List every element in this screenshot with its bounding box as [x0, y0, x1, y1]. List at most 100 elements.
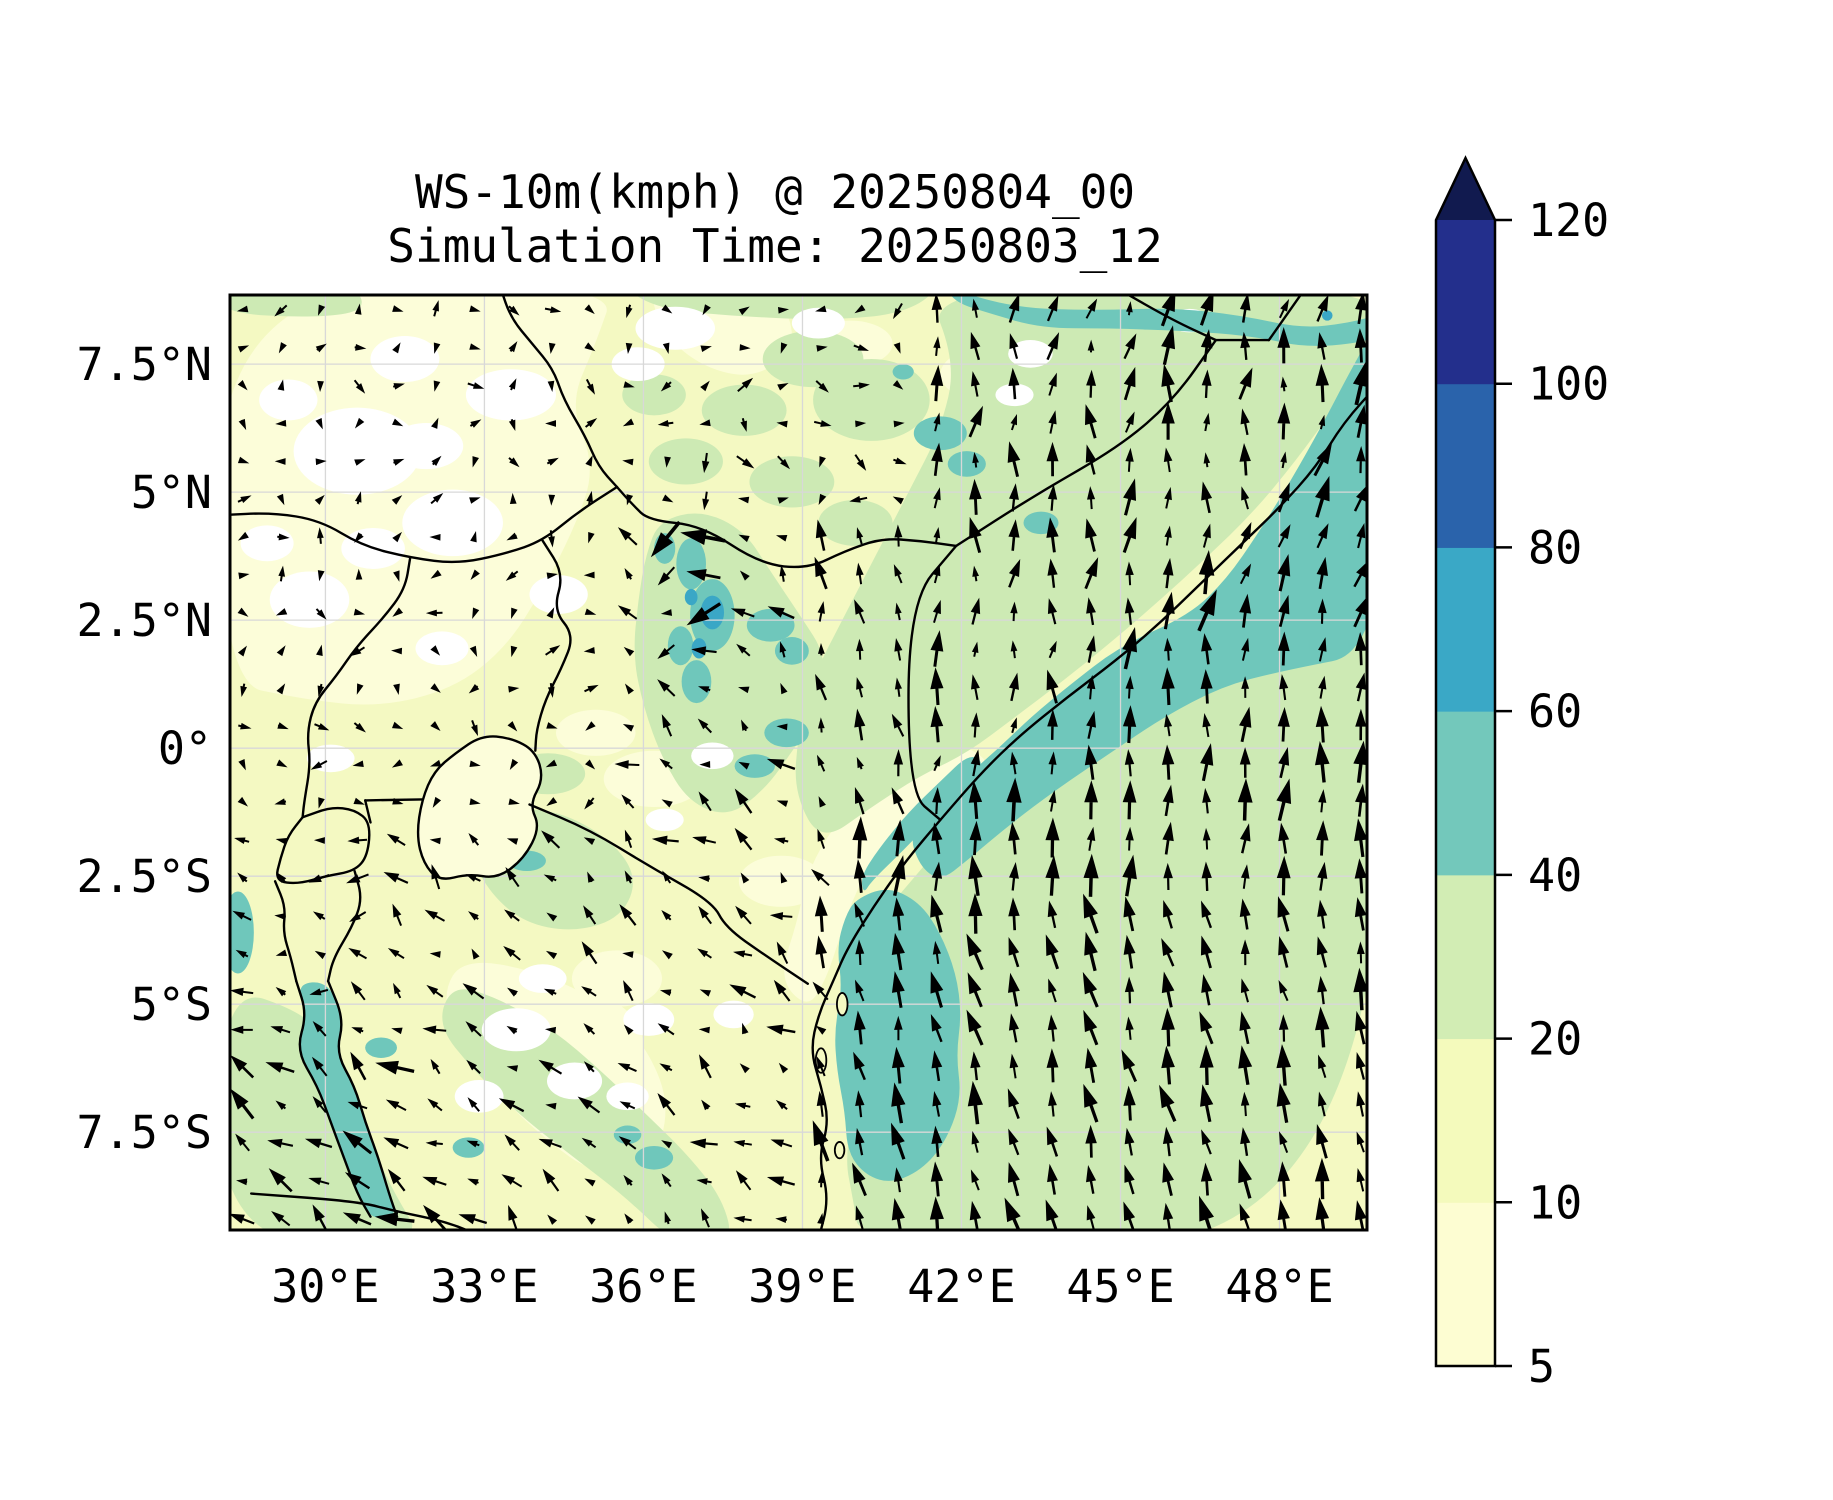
- wind-arrow: [1239, 1011, 1251, 1045]
- wind-arrow: [585, 378, 595, 395]
- wind-arrow: [423, 1204, 447, 1230]
- wind-arrow: [892, 496, 904, 505]
- wind-arrow: [1086, 1205, 1096, 1230]
- wind-arrow: [424, 909, 445, 922]
- wind-arrow: [689, 1138, 718, 1149]
- wind-arrow: [815, 935, 828, 969]
- wind-arrow: [1355, 295, 1367, 325]
- wind-arrow: [1239, 823, 1251, 854]
- wind-arrow: [351, 1027, 364, 1034]
- wind-arrow: [506, 1025, 518, 1035]
- fill-spot-white: [635, 306, 716, 350]
- wind-arrow: [659, 989, 672, 996]
- wind-arrow: [698, 905, 713, 925]
- wind-arrow: [458, 1214, 488, 1225]
- wind-arrow: [465, 1021, 482, 1037]
- wind-arrow: [776, 800, 789, 807]
- wind-arrow: [1046, 295, 1059, 322]
- wind-arrow: [1201, 900, 1213, 929]
- wind-arrow: [468, 911, 479, 921]
- wind-arrow: [1161, 938, 1175, 967]
- wind-arrow: [930, 894, 944, 933]
- wind-arrow: [891, 787, 905, 815]
- wind-arrow: [734, 827, 753, 851]
- wind-arrow: [1277, 327, 1291, 364]
- wind-arrow: [933, 487, 941, 509]
- wind-arrow: [386, 833, 406, 846]
- wind-arrow: [1123, 478, 1137, 516]
- wind-arrow: [1199, 1011, 1214, 1045]
- wind-arrow: [383, 1137, 409, 1150]
- wind-arrow: [1121, 1049, 1138, 1083]
- wind-arrow: [422, 1025, 447, 1034]
- wind-arrow: [508, 457, 520, 468]
- wind-arrow: [240, 683, 248, 698]
- colorbar-segment: [1436, 547, 1495, 712]
- wind-arrow: [1008, 558, 1021, 588]
- wind-arrow: [1201, 369, 1212, 398]
- wind-arrow: [930, 1014, 943, 1043]
- wind-arrow: [738, 306, 750, 316]
- wind-arrow: [930, 1161, 944, 1197]
- wind-arrow: [691, 646, 717, 656]
- wind-arrow: [814, 556, 828, 590]
- wind-arrow: [933, 755, 941, 772]
- wind-arrow: [1163, 862, 1173, 891]
- wind-arrow: [1277, 524, 1291, 548]
- wind-arrow: [777, 497, 789, 504]
- wind-arrow: [354, 532, 364, 543]
- wind-arrow: [392, 305, 404, 312]
- wind-arrow: [583, 1061, 595, 1073]
- border-rwanda-link: [364, 799, 372, 824]
- wind-arrow: [972, 451, 979, 468]
- wind-arrow: [1084, 404, 1097, 439]
- fill-spot-white: [389, 423, 464, 470]
- wind-arrow: [1356, 941, 1365, 964]
- colorbar-tick-label: 100: [1528, 358, 1609, 411]
- wind-arrow: [230, 987, 254, 996]
- wind-arrow: [1008, 367, 1020, 400]
- wind-arrow: [1006, 777, 1022, 822]
- wind-arrow: [274, 913, 286, 920]
- wind-arrow: [276, 759, 288, 768]
- wind-arrow: [1356, 522, 1366, 549]
- fill-spot-teal: [365, 1037, 397, 1058]
- wind-arrow: [466, 1059, 481, 1075]
- wind-arrow: [277, 722, 289, 730]
- wind-arrow: [929, 1196, 944, 1230]
- wind-arrow: [238, 572, 250, 580]
- wind-arrow: [504, 1134, 520, 1151]
- wind-arrow: [1123, 934, 1136, 969]
- border-burundi-west: [273, 880, 298, 983]
- colorbar-tick-label: 10: [1528, 1176, 1582, 1229]
- wind-arrow: [972, 565, 980, 582]
- wind-arrow: [508, 798, 520, 805]
- wind-arrow: [311, 1056, 328, 1077]
- fill-spot-white: [465, 369, 556, 421]
- wind-arrow: [1316, 936, 1328, 968]
- wind-arrow: [891, 971, 905, 1008]
- wind-arrow: [277, 533, 290, 541]
- wind-arrow: [1280, 451, 1287, 469]
- wind-arrow: [347, 1101, 368, 1110]
- wind-arrow: [930, 667, 944, 706]
- fill-spot-white: [691, 742, 734, 770]
- wind-arrow: [698, 791, 712, 812]
- wind-arrow: [770, 1139, 793, 1148]
- wind-arrow: [431, 417, 439, 429]
- wind-arrow: [701, 452, 710, 474]
- lon-tick-label: 33°E: [430, 1260, 538, 1313]
- wind-arrow: [737, 377, 754, 392]
- wind-arrow: [1202, 827, 1211, 850]
- wind-arrow: [966, 933, 984, 971]
- wind-arrow: [1318, 789, 1327, 813]
- wind-arrow: [1045, 817, 1060, 858]
- wind-arrow: [1353, 740, 1367, 783]
- wind-arrow: [1047, 900, 1058, 929]
- colorbar-extend-arrow: [1436, 158, 1495, 220]
- wind-arrow: [854, 454, 867, 471]
- wind-arrow: [780, 871, 788, 884]
- fill-spot-teal: [892, 364, 914, 380]
- wind-arrow: [383, 871, 409, 884]
